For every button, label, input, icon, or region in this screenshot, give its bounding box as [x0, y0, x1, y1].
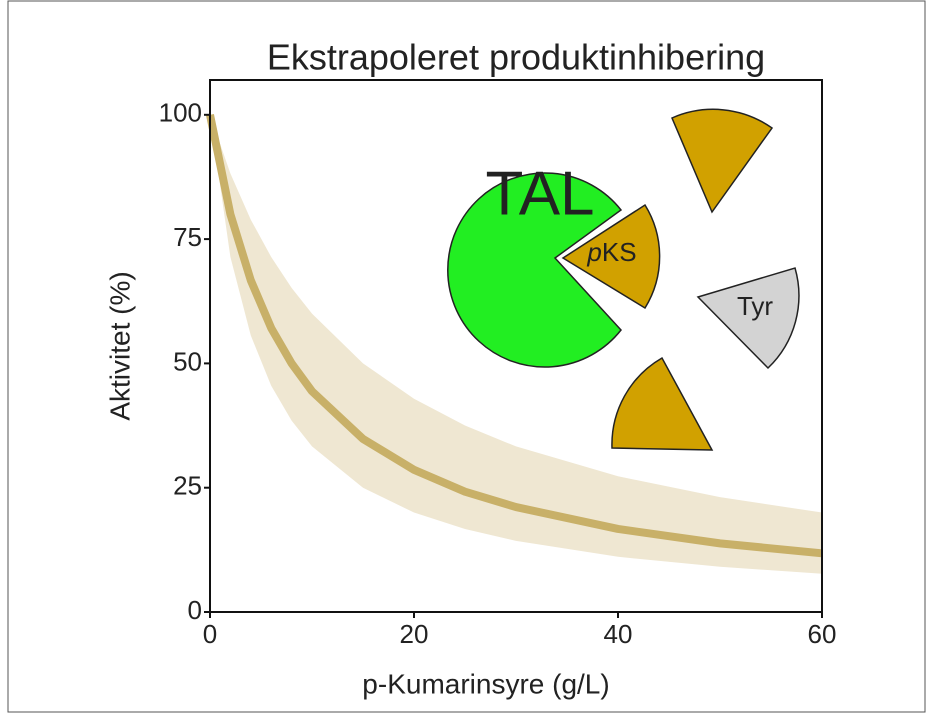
- pks-prefix: p: [586, 237, 601, 267]
- y-tick-label: 75: [173, 222, 202, 252]
- y-tick-label: 0: [188, 595, 202, 625]
- chart-title: Ekstrapoleret produktinhibering: [267, 37, 765, 78]
- pks-label: pKS: [586, 237, 636, 267]
- x-tick-label: 40: [604, 619, 633, 649]
- y-axis-label: Aktivitet (%): [104, 271, 135, 420]
- chart: Ekstrapoleret produktinhibering p-Kumari…: [0, 0, 926, 713]
- x-tick-label: 20: [400, 619, 429, 649]
- x-tick-label: 60: [808, 619, 837, 649]
- y-tick-label: 100: [159, 98, 202, 128]
- x-tick-label: 0: [203, 619, 217, 649]
- y-tick-label: 25: [173, 471, 202, 501]
- x-axis-label: p-Kumarinsyre (g/L): [362, 668, 609, 699]
- y-tick-label: 50: [173, 346, 202, 376]
- tyr-label: Tyr: [737, 291, 773, 321]
- pks-text: KS: [602, 237, 637, 267]
- frame: [8, 1, 925, 712]
- tal-label: TAL: [485, 159, 594, 228]
